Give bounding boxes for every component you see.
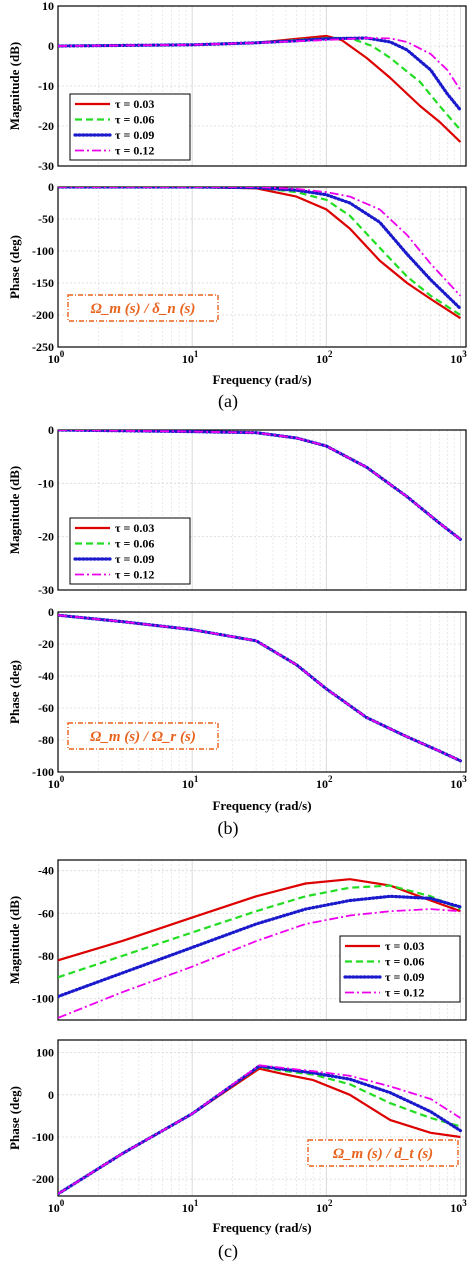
chart-c-xtick-label: 101 bbox=[182, 1198, 199, 1215]
chart-c-phase-series-line bbox=[58, 1064, 462, 1196]
chart-c-legend-entry: τ = 0.06 bbox=[385, 955, 424, 969]
chart-a-mag-ytick-label: 0 bbox=[48, 39, 54, 53]
chart-a-mag-ytick-label: -30 bbox=[38, 159, 54, 173]
chart-a-legend-entry: τ = 0.09 bbox=[115, 128, 154, 142]
chart-b-phase-ytick-label: -80 bbox=[38, 733, 54, 747]
chart-c-caption: (c) bbox=[218, 1241, 238, 1262]
chart-b-legend-entry: τ = 0.03 bbox=[115, 521, 154, 535]
chart-c-legend-entry: τ = 0.12 bbox=[385, 986, 424, 1000]
chart-b-mag-ytick-label: -20 bbox=[38, 530, 54, 544]
chart-a-caption: (a) bbox=[218, 391, 238, 412]
chart-b-xtick-label: 103 bbox=[450, 774, 467, 791]
chart-b-mag-ytick-label: 0 bbox=[48, 423, 54, 437]
chart-c-phase-ytick-label: -200 bbox=[32, 1172, 54, 1186]
chart-c: -40 -60 -80 -100 Magnitude (dB) 100 0 -100 -200 P… bbox=[7, 859, 467, 1262]
chart-b-legend-entry: τ = 0.12 bbox=[115, 568, 154, 582]
chart-c-transfer-function-label: Ω_m (s) / d_t (s) bbox=[333, 1146, 433, 1162]
chart-b-xtick-label: 100 bbox=[48, 774, 65, 791]
chart-c-mag-frame bbox=[57, 859, 467, 1021]
chart-c-xtick-label: 100 bbox=[48, 1198, 65, 1215]
chart-c-mag-ytick-label: -60 bbox=[38, 906, 54, 920]
chart-b: 0 -10 -20 -30 Magnitude (dB) 0 -20 -40 -60 -80 -10… bbox=[7, 423, 467, 839]
chart-c-mag-series-line bbox=[58, 908, 461, 1019]
chart-c-legend-entry: τ = 0.09 bbox=[385, 970, 424, 984]
chart-a-phase-series-line bbox=[58, 187, 462, 311]
chart-c-mag-ytick-label: -100 bbox=[32, 992, 54, 1006]
chart-c-phase-frame bbox=[57, 1039, 467, 1197]
chart-c-mag-series-line bbox=[58, 894, 462, 999]
chart-b-caption: (b) bbox=[218, 818, 239, 839]
chart-c-phase-ylabel: Phase (deg) bbox=[7, 1086, 22, 1150]
chart-a-phase-frame bbox=[57, 186, 467, 348]
chart-a-mag-ytick-label: 10 bbox=[42, 0, 54, 13]
chart-a-mag-ylabel: Magnitude (dB) bbox=[7, 42, 22, 130]
chart-c-mag-ylabel: Magnitude (dB) bbox=[7, 896, 22, 984]
chart-a-xtick-label: 102 bbox=[316, 349, 333, 366]
chart-c-xlabel: Frequency (rad/s) bbox=[212, 1220, 311, 1235]
chart-a-mag-frame bbox=[57, 5, 467, 167]
chart-b-mag-ytick-label: -30 bbox=[38, 583, 54, 597]
chart-c-mag-ytick-label: -40 bbox=[38, 864, 54, 878]
chart-b-legend-entry: τ = 0.09 bbox=[115, 552, 154, 566]
chart-b-xtick-label: 102 bbox=[316, 774, 333, 791]
chart-c-phase-series-line bbox=[58, 1067, 461, 1195]
chart-a-phase-ylabel: Phase (deg) bbox=[7, 235, 22, 299]
chart-a-phase-ytick-label: -100 bbox=[32, 244, 54, 258]
chart-c-mag-series-line bbox=[58, 878, 461, 962]
chart-a-mag-series-line bbox=[58, 37, 462, 91]
chart-a-xtick-label: 100 bbox=[48, 349, 65, 366]
chart-c-tf-box bbox=[307, 1139, 459, 1167]
chart-b-xtick-label: 101 bbox=[182, 774, 199, 791]
chart-b-phase-ytick-label: -40 bbox=[38, 669, 54, 683]
chart-b-mag-ytick-label: -10 bbox=[38, 476, 54, 490]
chart-b-phase-series-line bbox=[58, 614, 461, 762]
chart-c-phase-series-line bbox=[58, 1065, 461, 1195]
chart-a-xtick-label: 103 bbox=[450, 349, 467, 366]
chart-b-mag-ylabel: Magnitude (dB) bbox=[7, 466, 22, 554]
chart-a-legend-entry: τ = 0.06 bbox=[115, 113, 154, 127]
chart-c-phase-ytick-label: 0 bbox=[48, 1088, 54, 1102]
chart-a-legend-entry: τ = 0.12 bbox=[115, 144, 154, 158]
chart-b-mag-frame bbox=[57, 429, 467, 591]
chart-b-phase-ytick-label: -100 bbox=[32, 765, 54, 779]
chart-c-xtick-label: 103 bbox=[450, 1198, 467, 1215]
chart-a-phase-ytick-label: -50 bbox=[38, 212, 54, 226]
chart-b-phase-ylabel: Phase (deg) bbox=[7, 660, 22, 724]
chart-a-legend-entry: τ = 0.03 bbox=[115, 97, 154, 111]
chart-a-mag-ytick-label: -20 bbox=[38, 119, 54, 133]
chart-b-xlabel: Frequency (rad/s) bbox=[212, 798, 311, 813]
chart-c-phase-ytick-label: -100 bbox=[32, 1130, 54, 1144]
chart-c-mag-series-line bbox=[58, 884, 461, 979]
chart-a-xlabel: Frequency (rad/s) bbox=[212, 372, 311, 387]
chart-a-tf-box bbox=[67, 294, 219, 322]
chart-b-phase-ytick-label: -20 bbox=[38, 637, 54, 651]
chart-a-xtick-label: 101 bbox=[182, 349, 199, 366]
chart-c-mag-ytick-label: -80 bbox=[38, 949, 54, 963]
chart-a-phase-ytick-label: 0 bbox=[48, 180, 54, 194]
chart-a-transfer-function-label: Ω_m (s) / δ_n (s) bbox=[91, 301, 196, 317]
chart-a-mag-ytick-label: -10 bbox=[38, 79, 54, 93]
chart-b-tf-box bbox=[67, 722, 219, 750]
chart-a-phase-series-line bbox=[58, 187, 462, 297]
chart-b-transfer-function-label: Ω_m (s) / Ω_r (s) bbox=[90, 729, 196, 745]
chart-b-mag-series-line bbox=[58, 430, 461, 541]
chart-b-phase-ytick-label: 0 bbox=[48, 605, 54, 619]
chart-b-phase-ytick-label: -60 bbox=[38, 701, 54, 715]
chart-c-legend-entry: τ = 0.03 bbox=[385, 939, 424, 953]
chart-b-legend-entry: τ = 0.06 bbox=[115, 537, 154, 551]
chart-c-phase-series-line bbox=[58, 1064, 461, 1195]
chart-c-phase-ytick-label: 100 bbox=[36, 1046, 54, 1060]
chart-a-phase-ytick-label: -200 bbox=[32, 308, 54, 322]
chart-a-phase-ytick-label: -250 bbox=[32, 340, 54, 354]
chart-c-xtick-label: 102 bbox=[316, 1198, 333, 1215]
chart-b-phase-frame bbox=[57, 611, 467, 773]
chart-a-phase-ytick-label: -150 bbox=[32, 276, 54, 290]
